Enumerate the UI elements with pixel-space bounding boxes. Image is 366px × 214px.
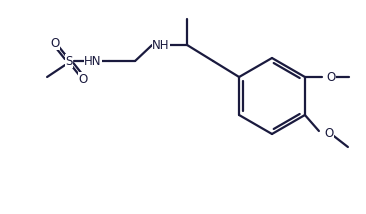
Text: HN: HN: [84, 55, 102, 67]
Text: NH: NH: [152, 39, 170, 52]
Text: O: O: [78, 73, 88, 86]
Text: S: S: [66, 55, 73, 67]
Text: O: O: [326, 70, 335, 83]
Text: O: O: [324, 126, 333, 140]
Text: O: O: [51, 37, 60, 49]
